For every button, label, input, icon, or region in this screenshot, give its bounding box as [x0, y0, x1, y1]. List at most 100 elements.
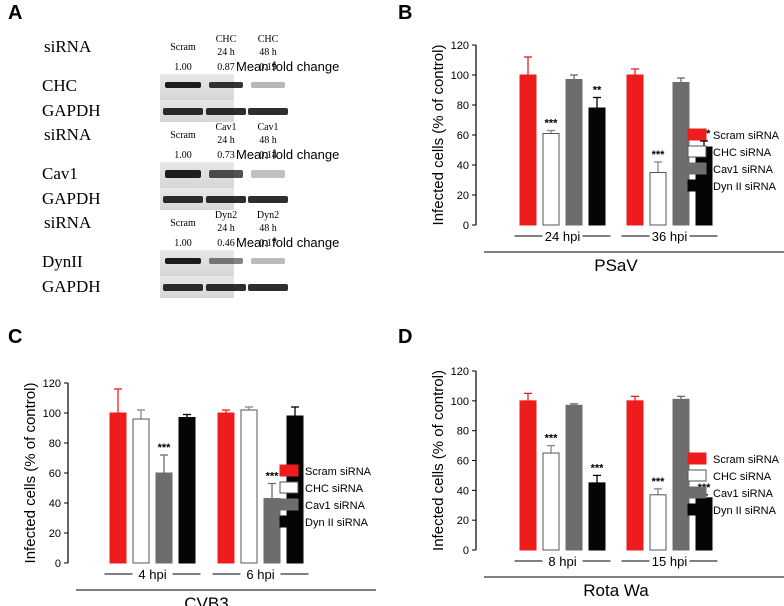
bar-scram-sirna	[519, 400, 537, 551]
y-tick-label: 60	[49, 468, 61, 480]
legend-label: Dyn II siRNA	[305, 517, 369, 529]
significance-label: ***	[545, 118, 559, 130]
legend-label: Cav1 siRNA	[305, 500, 366, 512]
bar-dyn-ii-sirna	[695, 497, 713, 551]
y-tick-label: 80	[457, 100, 469, 112]
bar-chc-sirna	[542, 452, 560, 551]
significance-label: ***	[158, 442, 172, 454]
significance-label: **	[593, 85, 602, 97]
fold-value: 1.00	[174, 62, 192, 73]
gapdh-band	[206, 284, 246, 291]
legend-swatch	[687, 469, 707, 482]
legend-label: CHC siRNA	[713, 471, 772, 483]
y-axis-label: Infected cells (% of control)	[430, 45, 447, 226]
y-tick-label: 120	[451, 40, 469, 52]
lane-label: Dyn2	[257, 210, 279, 221]
sirna-label: siRNA	[44, 125, 92, 144]
significance-label: ***	[698, 482, 712, 494]
legend-label: CHC siRNA	[713, 147, 772, 159]
panel-letter-c: C	[8, 326, 23, 348]
legend-label: Cav1 siRNA	[713, 164, 774, 176]
y-tick-label: 100	[43, 408, 61, 420]
y-tick-label: 40	[457, 160, 469, 172]
bar-cav1-sirna	[263, 498, 281, 564]
protein-band	[251, 170, 285, 178]
bar-chc-sirna	[649, 494, 667, 551]
bar-cav1-sirna	[155, 472, 173, 564]
significance-label: ***	[652, 149, 666, 161]
gapdh-band	[248, 108, 288, 115]
lane-label-time: 24 h	[217, 223, 235, 234]
legend-swatch	[687, 162, 707, 175]
mean-fold-label: Mean fold change	[236, 147, 339, 162]
gapdh-band	[206, 196, 246, 203]
fold-value: 1.00	[174, 238, 192, 249]
y-tick-label: 80	[49, 438, 61, 450]
panel-letter-b: B	[398, 2, 413, 24]
gapdh-band	[248, 284, 288, 291]
category-label: 15 hpi	[652, 554, 688, 569]
chart-d: 0 20 40 60 80 100 120 Infected cells (% of cont…	[430, 366, 784, 600]
significance-label: ***	[698, 128, 712, 140]
lane-label-time: 48 h	[259, 223, 277, 234]
fold-value: 0.46	[217, 238, 235, 249]
legend-label: Dyn II siRNA	[713, 505, 777, 517]
category-label: 6 hpi	[246, 567, 274, 582]
gapdh-band	[248, 196, 288, 203]
protein-band	[209, 170, 243, 178]
bar-dyn-ii-sirna	[286, 415, 304, 564]
fold-value: 0.14	[259, 150, 277, 161]
lane-label-time: 24 h	[217, 47, 235, 58]
protein-band	[209, 258, 243, 264]
protein-band	[209, 82, 243, 88]
fold-value: 0.19	[259, 62, 277, 73]
bar-cav1-sirna	[565, 404, 583, 551]
y-tick-label: 0	[463, 545, 469, 557]
bar-scram-sirna	[519, 74, 537, 226]
significance-label: ***	[545, 433, 559, 445]
gapdh-label: GAPDH	[42, 101, 101, 120]
lane-label: Cav1	[215, 122, 236, 133]
legend-label: CHC siRNA	[305, 483, 364, 495]
lane-label: Cav1	[257, 122, 278, 133]
lane-label-time: 24 h	[217, 135, 235, 146]
gapdh-band	[206, 108, 246, 115]
bar-dyn-ii-sirna	[695, 146, 713, 226]
y-tick-label: 20	[457, 515, 469, 527]
panel-letter-a: A	[8, 2, 23, 24]
x-axis-label: PSaV	[594, 256, 638, 275]
mean-fold-label: Mean fold change	[236, 59, 339, 74]
protein-band	[165, 258, 201, 264]
y-tick-label: 120	[43, 378, 61, 390]
bar-cav1-sirna	[672, 82, 690, 226]
y-tick-label: 100	[451, 396, 469, 408]
legend-swatch	[687, 145, 707, 158]
lane-label: Scram	[170, 218, 196, 229]
gapdh-band	[163, 196, 203, 203]
bar-chc-sirna	[240, 409, 258, 564]
category-label: 24 hpi	[545, 229, 581, 244]
legend-swatch	[279, 515, 299, 528]
fold-value: 0.17	[259, 238, 277, 249]
protein-band	[251, 258, 285, 264]
y-tick-label: 40	[457, 485, 469, 497]
protein-band	[165, 170, 201, 178]
legend-swatch	[279, 498, 299, 511]
lane-label: CHC	[258, 34, 279, 45]
legend-swatch	[279, 481, 299, 494]
legend-label: Cav1 siRNA	[713, 488, 774, 500]
legend-label: Scram siRNA	[305, 466, 372, 478]
y-tick-label: 0	[55, 558, 61, 570]
bar-cav1-sirna	[565, 79, 583, 226]
lane-label-time: 48 h	[259, 47, 277, 58]
legend-label: Dyn II siRNA	[713, 181, 777, 193]
lane-label: Scram	[170, 130, 196, 141]
category-label: 4 hpi	[138, 567, 166, 582]
lane-label: Dyn2	[215, 210, 237, 221]
y-tick-label: 80	[457, 426, 469, 438]
fold-value: 0.87	[217, 62, 235, 73]
lane-label-time: 48 h	[259, 135, 277, 146]
bar-chc-sirna	[542, 133, 560, 226]
x-axis-label: Rota Wa	[583, 581, 649, 600]
